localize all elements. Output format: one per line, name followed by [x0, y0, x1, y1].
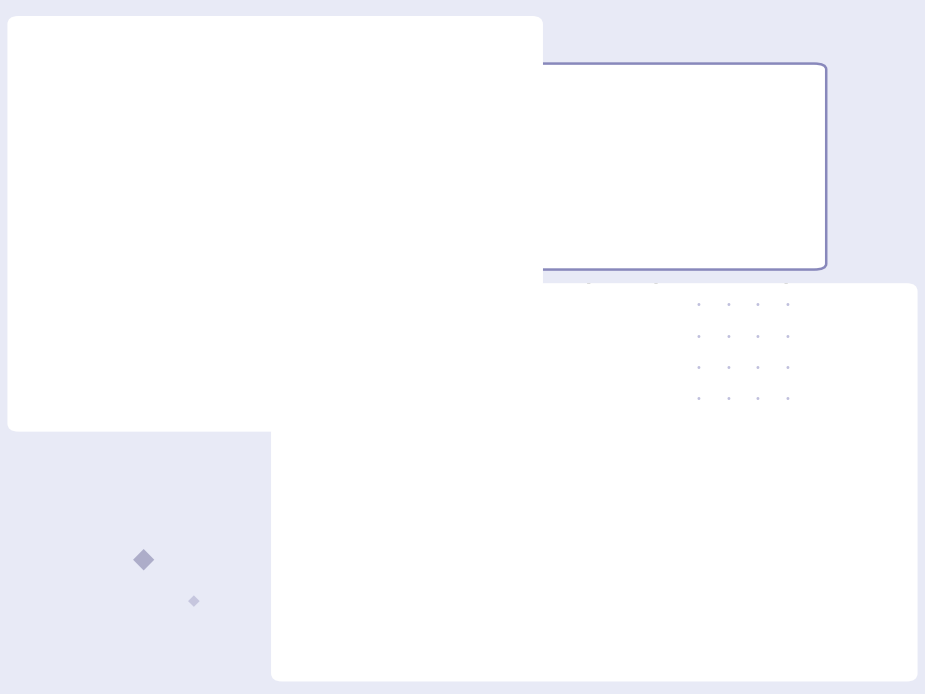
Y-axis label: NUMBER OF LEAK REPAIR: NUMBER OF LEAK REPAIR [297, 413, 305, 541]
Text: •: • [755, 301, 760, 310]
Text: •: • [696, 394, 701, 404]
Bar [751, 541, 792, 642]
Text: 3: 3 [450, 477, 458, 486]
Text: 2: 2 [688, 527, 696, 537]
Text: 2: 2 [610, 527, 616, 537]
Text: ◆: ◆ [189, 593, 200, 608]
Bar [672, 541, 713, 642]
Text: Thursday, February 9, 2023 11:05 AM: Thursday, February 9, 2023 11:05 AM [431, 102, 712, 115]
Text: 27.27 %: 27.27 % [721, 167, 786, 182]
Text: •: • [784, 394, 790, 404]
Text: 2: 2 [768, 527, 775, 537]
Bar [512, 490, 554, 642]
Text: Pack Unit Error Percentage: Pack Unit Error Percentage [464, 168, 632, 181]
Text: •: • [696, 363, 701, 373]
Text: •: • [755, 394, 760, 404]
Text: •: • [755, 363, 760, 373]
Bar [434, 490, 475, 642]
Text: •: • [784, 332, 790, 341]
Bar [301, 42, 504, 392]
Text: •: • [725, 332, 731, 341]
Text: 5: 5 [371, 375, 378, 385]
Text: •: • [725, 363, 731, 373]
Text: 20 %: 20 % [721, 214, 760, 228]
Text: Error limit: Error limit [464, 214, 525, 228]
Text: •: • [755, 332, 760, 341]
Text: 3: 3 [530, 477, 537, 486]
Text: •: • [696, 301, 701, 310]
Y-axis label: No of cases in error (%): No of cases in error (%) [16, 155, 26, 278]
Bar [592, 541, 634, 642]
FancyBboxPatch shape [395, 64, 826, 269]
Text: •: • [784, 301, 790, 310]
Text: •: • [725, 301, 731, 310]
Bar [830, 591, 871, 642]
Bar [354, 389, 396, 642]
Text: •: • [784, 363, 790, 373]
Text: •: • [696, 332, 701, 341]
Text: •: • [725, 394, 731, 404]
Title: Number of Leak repairs per month: Number of Leak repairs per month [430, 283, 796, 303]
Text: 1: 1 [847, 578, 855, 589]
Text: ◆: ◆ [132, 545, 154, 573]
